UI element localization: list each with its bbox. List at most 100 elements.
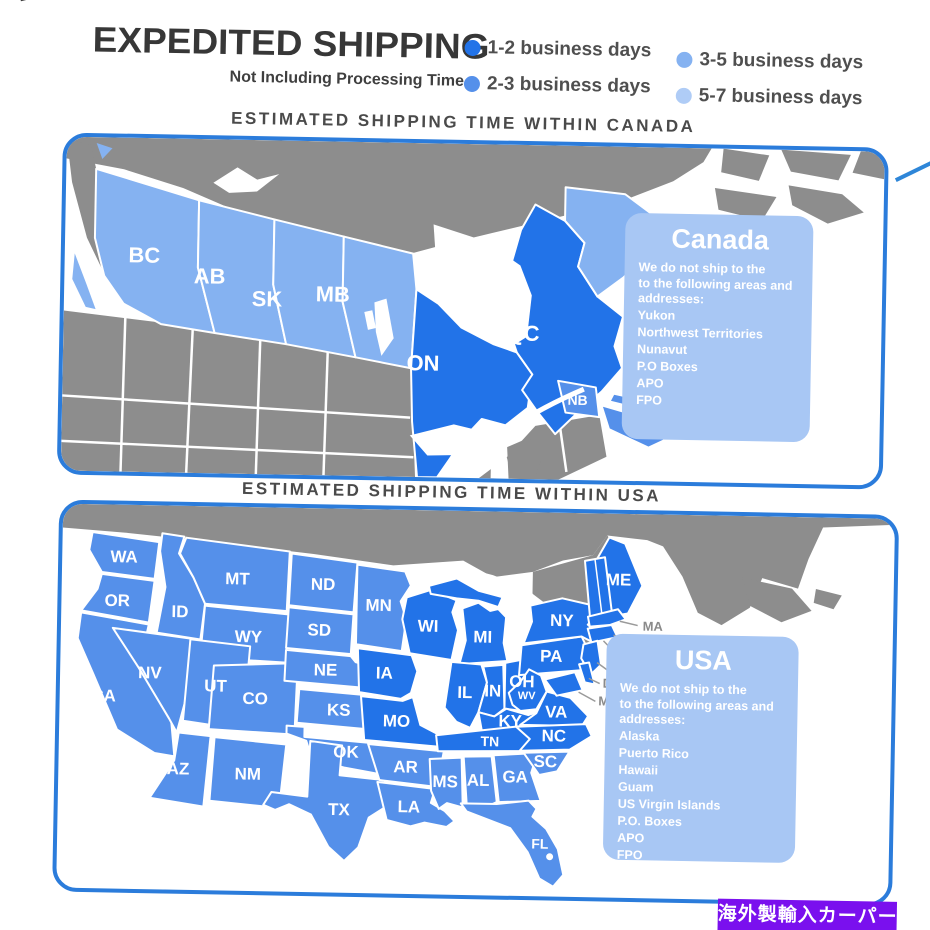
state-label-ks: KS [327,700,351,719]
state-label-ma: MA [643,619,663,634]
legend-item-2-3-days: 2-3 business days [463,69,651,102]
state-label-or: OR [104,591,130,610]
legend-dot-5-7-icon [675,87,692,105]
state-label-az: AZ [167,759,190,778]
state-md [543,671,584,697]
usa-map-svg: WA OR CA ID NV UT AZ MT WY CO NM ND SD N… [62,503,896,888]
province-label-ab: AB [194,263,226,288]
state-mi [458,601,509,666]
photo-edge-artifact [894,158,930,183]
state-sc [522,750,571,776]
state-sd [285,606,355,656]
legend-item-5-7-days: 5-7 business days [675,81,863,114]
state-label-ca: CA [91,686,116,705]
state-label-ar: AR [393,757,418,776]
province-label-qc: QC [507,320,541,346]
state-label-ky: KY [498,711,523,730]
state-label-pa: PA [540,647,563,666]
state-wa [88,530,161,580]
state-ms [428,756,464,810]
lake-manitoba [364,310,376,330]
state-label-al: AL [467,771,490,790]
legend-dot-1-2-icon [464,39,481,57]
state-label-wa: WA [110,547,138,566]
state-label-ga: GA [502,767,528,786]
state-label-nv: NV [138,663,163,682]
state-label-mt: MT [225,569,250,588]
legend-column-right: 3-5 business days 5-7 business days [675,45,863,120]
hudson-bay [433,224,532,349]
state-label-ms: MS [432,772,458,791]
state-label-sd: SD [307,620,331,639]
state-label-tx: TX [328,800,351,819]
leader-line-ma [619,620,638,627]
state-tx [262,739,397,862]
excluded-area: FPO [616,847,643,862]
state-il [443,660,488,729]
province-label-nb: NB [567,392,587,408]
state-label-mo: MO [383,711,411,730]
us-state-border [254,337,262,475]
legend-column-left: 1-2 business days 2-3 business days [463,33,652,108]
state-label-oh: OH [509,672,535,691]
state-mo [360,695,450,749]
state-label-fl: FL [531,835,549,851]
lake-island-shape [213,167,280,193]
state-label-mn: MN [365,596,392,615]
arctic-island [781,149,851,181]
canada-exclusions-box: Canada We do not ship to the to the foll… [621,212,814,443]
florida-location-dot [546,853,554,861]
state-label-ny: NY [550,611,575,630]
state-label-wi: WI [418,616,439,635]
lake-winnipeg [374,298,394,356]
state-label-wy: WY [235,627,263,646]
photo-corner-artifact [18,0,51,2]
state-mt [179,536,291,613]
state-ma [586,608,627,628]
state-label-la: LA [397,797,420,816]
state-label-ne: NE [314,660,338,679]
state-fl [459,799,565,888]
legend-dot-2-3-icon [463,75,481,93]
state-label-ia: IA [376,663,393,682]
leader-line-de [588,677,601,685]
canada-map-svg: BC AB SK MB ON QC NB [60,136,885,480]
legend-item-1-2-days: 1-2 business days [464,33,651,66]
state-label-mi: MI [473,627,492,646]
state-label-wv: WV [518,690,537,702]
arctic-island [788,185,864,224]
page-title: EXPEDITED SHIPPING [92,19,490,67]
legend-label: 1-2 business days [487,37,652,62]
atlantic-island-gray [813,589,842,610]
state-label-nc: NC [541,726,566,745]
vt-nh-border [594,559,603,616]
arctic-island [714,187,777,221]
excluded-area: FPO [636,392,663,408]
us-state-border [62,394,411,419]
province-label-sk: SK [252,286,283,311]
lake-michigan [490,450,513,479]
state-label-me: ME [606,570,632,589]
legend-label: 3-5 business days [699,49,864,74]
us-state-border [119,317,127,472]
state-label-va: VA [545,702,568,721]
state-label-nd: ND [311,575,336,594]
province-label-on: ON [406,350,439,376]
canada-box-title: Canada [671,223,770,256]
bc-coast-tip [96,143,113,159]
legend-dot-3-5-icon [676,51,693,69]
state-nc [515,723,593,752]
usa-map: WA OR CA ID NV UT AZ MT WY CO NM ND SD N… [52,499,900,907]
us-state-border [558,422,568,473]
state-mi-up [427,577,504,609]
state-ar [367,742,445,789]
state-label-sc: SC [533,752,557,771]
legend-item-3-5-days: 3-5 business days [676,45,863,78]
page-subtitle: Not Including Processing Time [229,68,465,90]
state-label-co: CO [242,689,268,708]
state-label-in: IN [484,681,501,700]
nova-scotia-gray [742,577,812,623]
state-az [148,731,212,808]
